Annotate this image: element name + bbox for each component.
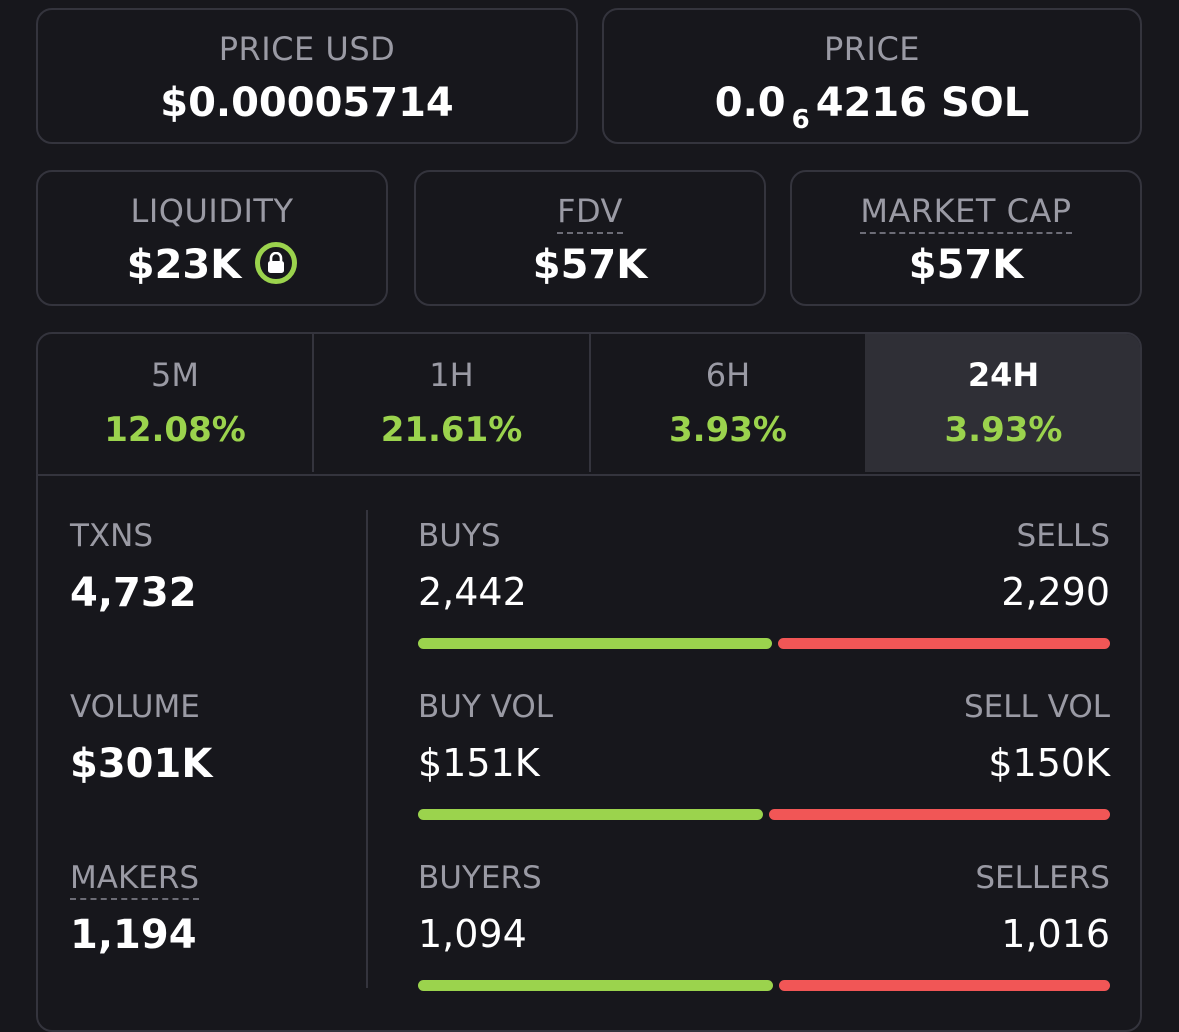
price-native-unit: SOL: [940, 80, 1030, 126]
makers-stat: MAKERS 1,194: [70, 860, 200, 958]
buy-vol-value: $151K: [418, 741, 540, 785]
tab-6h[interactable]: 6H 3.93%: [591, 334, 865, 472]
makers-pair: BUYERS SELLERS 1,094 1,016: [418, 860, 1110, 991]
price-usd-label: PRICE USD: [218, 30, 396, 68]
fdv-value: $57K: [532, 242, 648, 288]
market-cap-label[interactable]: MARKET CAP: [860, 192, 1072, 234]
sell-bar: [769, 809, 1110, 820]
stats-panel: 5M 12.08% 1H 21.61% 6H 3.93% 24H 3.93% T…: [36, 332, 1142, 1032]
sells-value: 2,290: [1001, 570, 1110, 614]
tab-label: 5M: [151, 356, 199, 394]
fdv-card: FDV $57K: [414, 170, 766, 306]
price-native-digits: 4216: [815, 80, 928, 126]
tab-label: 24H: [967, 356, 1040, 394]
price-native-zero-count: 6: [791, 105, 810, 135]
volume-label: VOLUME: [70, 689, 200, 725]
sells-label: SELLS: [1016, 518, 1110, 554]
tab-label: 6H: [705, 356, 751, 394]
buyers-value: 1,094: [418, 912, 527, 956]
liquidity-label: LIQUIDITY: [130, 192, 294, 230]
buys-value: 2,442: [418, 570, 527, 614]
txns-stat: TXNS 4,732: [70, 518, 197, 616]
liquidity-value: $23K: [126, 242, 242, 288]
price-native-label: PRICE: [823, 30, 921, 68]
sell-bar: [778, 638, 1110, 649]
txns-pair: BUYS SELLS 2,442 2,290: [418, 518, 1110, 649]
timeframe-tabs: 5M 12.08% 1H 21.61% 6H 3.93% 24H 3.93%: [38, 334, 1140, 476]
tab-1h[interactable]: 1H 21.61%: [314, 334, 591, 472]
buy-bar: [418, 638, 773, 649]
price-native-value: 0.0 6 4216 SOL: [604, 80, 1140, 135]
buyers-sellers-bar: [418, 980, 1110, 991]
buy-vol-label: BUY VOL: [418, 689, 554, 725]
price-native-lead: 0.0: [714, 80, 786, 126]
sell-vol-label: SELL VOL: [964, 689, 1110, 725]
sellers-label: SELLERS: [975, 860, 1110, 896]
volume-stat: VOLUME $301K: [70, 689, 212, 787]
volume-bar: [418, 809, 1110, 820]
lock-icon[interactable]: [255, 242, 298, 284]
buyers-label: BUYERS: [418, 860, 542, 896]
buy-bar: [418, 980, 774, 991]
price-usd-card: PRICE USD $0.00005714: [36, 8, 578, 144]
liquidity-value-row: $23K: [38, 242, 386, 288]
tab-change: 3.93%: [944, 410, 1063, 450]
txns-label: TXNS: [70, 518, 154, 554]
tab-24h[interactable]: 24H 3.93%: [865, 334, 1140, 472]
market-cap-card: MARKET CAP $57K: [790, 170, 1142, 306]
volume-value: $301K: [70, 741, 213, 787]
liquidity-card: LIQUIDITY $23K: [36, 170, 388, 306]
column-divider: [366, 510, 368, 988]
buys-sells-bar: [418, 638, 1110, 649]
txns-value: 4,732: [70, 570, 197, 616]
market-cap-value: $57K: [908, 242, 1024, 288]
price-usd-value: $0.00005714: [160, 80, 454, 126]
sell-bar: [779, 980, 1110, 991]
sell-vol-value: $150K: [988, 741, 1110, 785]
volume-pair: BUY VOL SELL VOL $151K $150K: [418, 689, 1110, 820]
tab-change: 12.08%: [104, 410, 246, 450]
sellers-value: 1,016: [1001, 912, 1110, 956]
buy-bar: [418, 809, 764, 820]
makers-value: 1,194: [70, 912, 197, 958]
tab-change: 3.93%: [669, 410, 787, 450]
fdv-label[interactable]: FDV: [557, 192, 623, 234]
makers-label[interactable]: MAKERS: [70, 860, 200, 900]
tab-label: 1H: [429, 356, 474, 394]
buys-label: BUYS: [418, 518, 501, 554]
tab-change: 21.61%: [380, 410, 523, 450]
tab-5m[interactable]: 5M 12.08%: [38, 334, 314, 472]
price-native-card: PRICE 0.0 6 4216 SOL: [602, 8, 1142, 144]
